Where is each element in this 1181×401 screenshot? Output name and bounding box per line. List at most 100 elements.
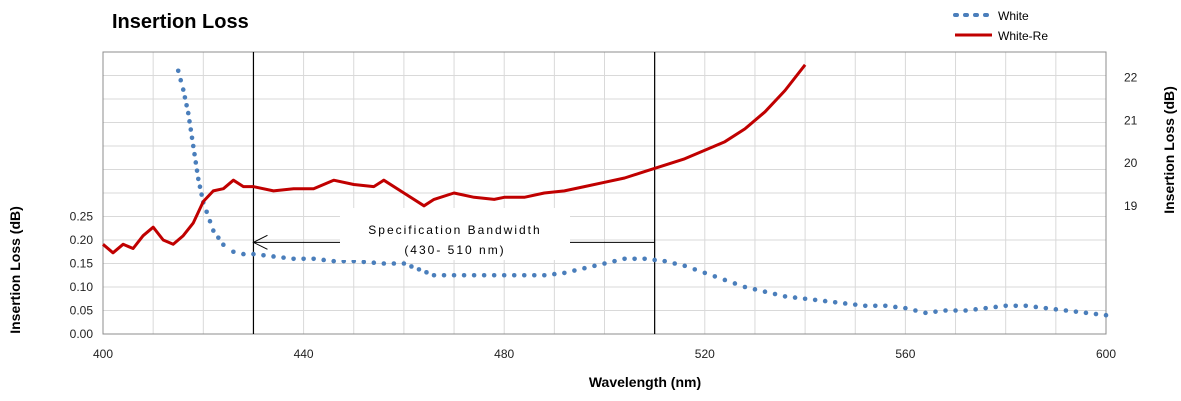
- white-point-26: [271, 254, 276, 259]
- white-point-54: [542, 272, 547, 278]
- white-point-101: [1013, 303, 1019, 309]
- white-point-3: [182, 95, 188, 100]
- white-point-83: [832, 299, 838, 305]
- white-point-20: [216, 235, 221, 240]
- white-point-69: [692, 267, 698, 272]
- x-tick-label: 480: [494, 347, 514, 361]
- x-tick-label: 600: [1096, 347, 1116, 361]
- white-point-100: [1003, 303, 1008, 309]
- series-white-re: [102, 63, 807, 255]
- x-tick-label: 400: [93, 347, 113, 361]
- white-point-102: [1023, 303, 1029, 309]
- white-point-96: [963, 308, 968, 313]
- white-point-107: [1073, 309, 1079, 314]
- white-point-23: [241, 251, 246, 257]
- annotation-line2: (430- 510 nm): [404, 243, 505, 257]
- white-point-56: [562, 270, 567, 276]
- white-point-2: [180, 87, 186, 92]
- white-point-25: [261, 252, 266, 258]
- y-left-axis-title: Insertion Loss (dB): [7, 206, 23, 334]
- white-point-58: [582, 265, 587, 271]
- white-point-80: [802, 296, 808, 302]
- white-point-91: [913, 308, 918, 313]
- white-point-75: [752, 287, 758, 292]
- white-point-82: [822, 298, 828, 304]
- y-right-tick-label: 21: [1124, 113, 1138, 127]
- white-point-73: [732, 281, 738, 286]
- x-tick-label: 440: [294, 347, 314, 361]
- y-right-tick-label: 20: [1124, 156, 1138, 170]
- white-point-9: [190, 143, 196, 149]
- white-point-65: [652, 257, 657, 263]
- white-point-14: [197, 184, 203, 190]
- legend-label-white: White: [998, 9, 1029, 23]
- chart-title: Insertion Loss: [112, 11, 249, 33]
- white-point-24: [251, 251, 256, 257]
- white-point-87: [873, 303, 878, 309]
- white-point-72: [722, 277, 728, 283]
- white-point-38: [391, 261, 397, 266]
- white-point-70: [702, 270, 708, 276]
- white-point-105: [1053, 307, 1059, 312]
- white-point-55: [552, 271, 557, 277]
- white-point-31: [321, 257, 326, 263]
- series-white: [175, 68, 1109, 318]
- white-point-78: [782, 294, 788, 299]
- legend: White White-Re: [953, 9, 1048, 43]
- white-point-17: [204, 209, 209, 215]
- white-point-46: [461, 272, 467, 278]
- y-left-tick-label: 0.20: [70, 233, 94, 247]
- white-point-36: [371, 260, 377, 266]
- white-point-21: [221, 242, 226, 247]
- white-point-61: [612, 258, 617, 264]
- white-point-99: [993, 304, 998, 310]
- white-point-49: [491, 272, 497, 278]
- white-point-15: [199, 192, 204, 197]
- white-point-42: [424, 270, 429, 275]
- white-point-103: [1033, 304, 1039, 310]
- white-point-28: [291, 256, 296, 262]
- x-tick-label: 520: [695, 347, 715, 361]
- white-point-32: [331, 258, 336, 264]
- white-point-8: [189, 135, 195, 141]
- white-point-52: [521, 272, 527, 278]
- white-point-93: [933, 309, 938, 314]
- white-point-90: [903, 305, 908, 311]
- white-point-95: [953, 308, 958, 313]
- white-point-4: [184, 102, 189, 108]
- white-point-67: [672, 261, 678, 266]
- annotation-box: [340, 208, 570, 260]
- white-point-5: [185, 110, 191, 116]
- white-point-85: [852, 302, 858, 307]
- white-point-45: [451, 272, 457, 278]
- white-point-64: [642, 256, 647, 262]
- white-point-48: [481, 272, 487, 278]
- white-point-104: [1043, 305, 1049, 311]
- white-point-50: [501, 272, 507, 278]
- white-point-6: [187, 119, 192, 124]
- white-point-39: [401, 261, 407, 266]
- white-point-13: [195, 176, 201, 182]
- white-point-11: [193, 160, 199, 165]
- white-point-0: [175, 68, 181, 74]
- white-point-66: [662, 258, 667, 264]
- y-left-tick-label: 0.00: [70, 327, 94, 341]
- plot-area: [102, 51, 1107, 335]
- white-point-106: [1063, 308, 1069, 313]
- y-left-tick-label: 0.05: [70, 304, 94, 318]
- spec-arrow-head: [252, 234, 268, 250]
- y-right-axis-title: Insertion Loss (dB): [1161, 86, 1177, 214]
- white-point-59: [592, 263, 597, 269]
- white-point-71: [712, 274, 718, 279]
- white-point-88: [883, 303, 888, 309]
- y-right-axis-ticks: 19 20 21 22: [1124, 71, 1138, 213]
- x-axis-title: Wavelength (nm): [589, 374, 701, 390]
- white-point-30: [311, 256, 316, 262]
- white-point-37: [381, 261, 387, 266]
- white-point-57: [572, 268, 577, 273]
- white-point-77: [772, 291, 778, 297]
- x-tick-label: 560: [895, 347, 915, 361]
- white-point-12: [194, 168, 200, 173]
- white-point-18: [207, 218, 213, 224]
